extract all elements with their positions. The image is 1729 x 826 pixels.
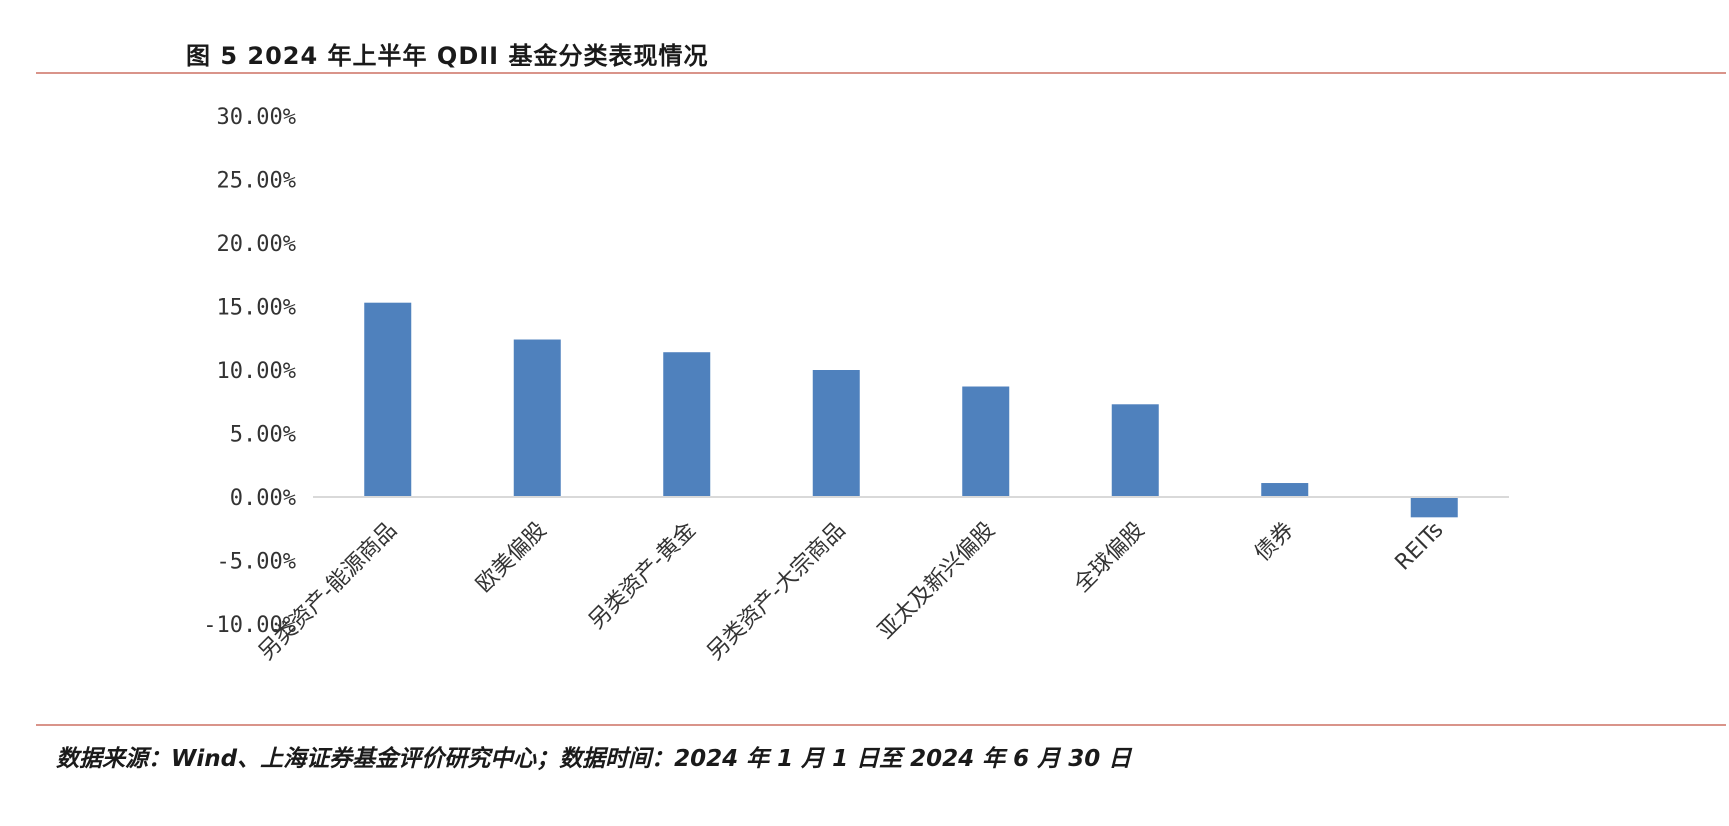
bar-0 xyxy=(364,302,412,497)
category-label: 另类资产-能源商品 xyxy=(254,518,402,666)
bar-1 xyxy=(513,339,561,497)
y-tick-label: 5.00% xyxy=(230,423,296,448)
data-source-note: 数据来源：Wind、上海证券基金评价研究中心；数据时间：2024 年 1 月 1… xyxy=(56,746,1132,772)
bar-4 xyxy=(962,386,1010,497)
y-tick-label: 10.00% xyxy=(217,359,296,384)
top-divider xyxy=(36,72,1726,74)
y-axis-tick-labels: 30.00% 25.00% 20.00% 15.00% 10.00% 5.00% 0.00%… xyxy=(203,105,296,638)
y-tick-label: 25.00% xyxy=(217,169,296,194)
chart-title: 图 5 2024 年上半年 QDII 基金分类表现情况 xyxy=(186,42,709,70)
bar-3 xyxy=(812,370,860,497)
bars xyxy=(364,302,1458,518)
category-label: 另类资产-大宗商品 xyxy=(703,518,851,666)
category-labels: 另类资产-能源商品 欧美偏股 另类资产-黄金 另类资产-大宗商品 亚太及新兴偏股 全球偏股… xyxy=(254,518,1448,666)
y-tick-label: 0.00% xyxy=(230,486,296,511)
y-tick-label: -10.00% xyxy=(203,613,296,638)
bar-2 xyxy=(663,352,711,497)
bar-5 xyxy=(1111,404,1159,497)
y-tick-label: -5.00% xyxy=(217,550,296,575)
category-label: 欧美偏股 xyxy=(472,518,552,598)
y-tick-label: 30.00% xyxy=(217,105,296,130)
bar-7 xyxy=(1410,497,1458,518)
bar-6 xyxy=(1261,483,1309,497)
category-label: REITs xyxy=(1391,518,1449,576)
category-label: 全球偏股 xyxy=(1070,518,1150,598)
y-tick-label: 20.00% xyxy=(217,232,296,257)
y-tick-label: 15.00% xyxy=(217,296,296,321)
bottom-divider xyxy=(36,724,1726,726)
category-label: 亚太及新兴偏股 xyxy=(873,518,1000,645)
category-label: 债券 xyxy=(1250,518,1299,567)
category-label: 另类资产-黄金 xyxy=(584,518,701,635)
